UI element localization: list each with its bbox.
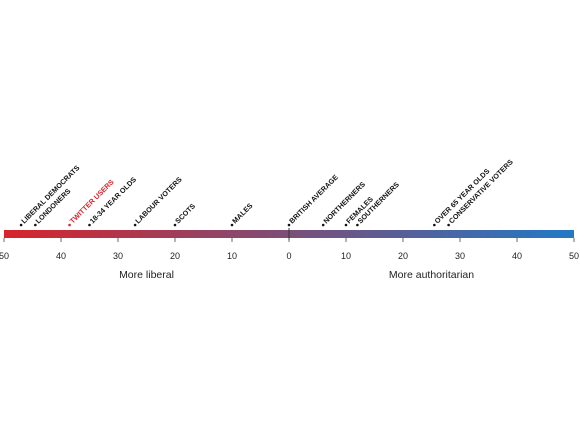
- point-marker: [133, 223, 137, 227]
- x-tick-label: 20: [170, 251, 180, 261]
- point-marker: [34, 223, 37, 227]
- point-marker: [173, 223, 177, 227]
- right-axis-caption: More authoritarian: [389, 269, 474, 281]
- x-tick-label: 20: [398, 251, 408, 261]
- point-label: OVER 65 YEAR OLDS: [433, 166, 492, 225]
- point-marker: [356, 223, 359, 227]
- x-tick-label: 10: [227, 251, 237, 261]
- point-marker: [230, 223, 234, 227]
- point-label: CONSERVATIVE VOTERS: [447, 157, 515, 225]
- point-marker: [19, 223, 23, 227]
- x-tick-label: 0: [286, 251, 291, 261]
- x-tick-label: 10: [341, 251, 351, 261]
- x-tick-label: 30: [455, 251, 465, 261]
- x-tick-label: 30: [113, 251, 123, 261]
- point-marker: [287, 223, 291, 227]
- x-tick-label: 50: [569, 251, 579, 261]
- point-marker: [433, 223, 436, 227]
- point-marker: [88, 223, 91, 227]
- point-marker: [344, 223, 348, 227]
- point-label: MALES: [230, 201, 254, 225]
- left-axis-caption: More liberal: [119, 269, 174, 281]
- x-tick-label: 50: [0, 251, 9, 261]
- x-tick-label: 40: [512, 251, 522, 261]
- x-tick-label: 40: [56, 251, 66, 261]
- x-axis-ticks: 50 40 30 20 10 0 10 20 30 40 50: [0, 238, 579, 261]
- point-marker: [447, 223, 450, 227]
- point-label: SCOTS: [173, 201, 197, 225]
- point-marker: [68, 223, 71, 227]
- point-marker: [321, 223, 325, 227]
